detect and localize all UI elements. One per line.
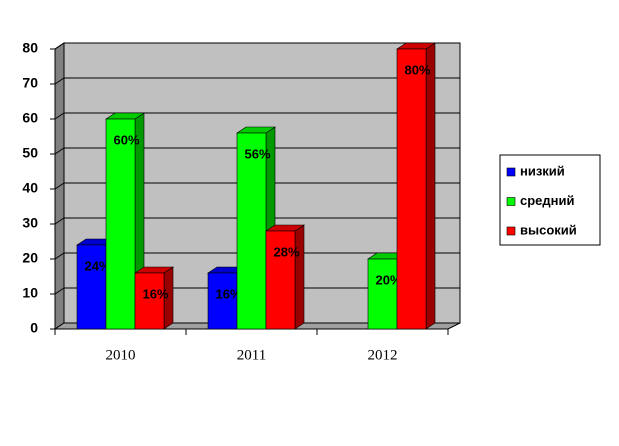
grid-line [54, 77, 65, 85]
bar [396, 48, 427, 330]
grid-line [54, 112, 65, 120]
grid-line [54, 42, 65, 50]
value-label: 28% [273, 244, 299, 259]
legend-label: средний [520, 193, 575, 208]
value-label: 24% [84, 258, 110, 273]
legend-swatch [506, 197, 516, 206]
legend-label: низкий [520, 163, 565, 178]
y-tick-label: 50 [22, 145, 38, 161]
y-tick-label: 40 [22, 180, 38, 196]
y-tick-label: 70 [22, 75, 38, 91]
value-label: 16% [142, 286, 168, 301]
bar [207, 272, 238, 330]
grid-line [54, 147, 65, 155]
x-tick-label: 2011 [237, 347, 266, 363]
legend-label: высокий [520, 222, 577, 237]
bar-side [294, 224, 305, 330]
bar [134, 272, 165, 330]
bar-side [425, 42, 436, 330]
legend-swatch [506, 226, 516, 236]
bar [76, 244, 107, 330]
legend [499, 154, 601, 246]
y-tick-label: 0 [30, 320, 38, 336]
grid-line [54, 217, 65, 225]
value-label: 80% [404, 62, 430, 77]
value-label: 56% [244, 146, 270, 161]
value-label: 60% [113, 132, 139, 147]
y-tick-label: 80 [22, 40, 38, 56]
legend-swatch [506, 167, 516, 177]
grid-line [54, 252, 65, 260]
bar [265, 230, 296, 330]
y-tick-label: 30 [22, 215, 38, 231]
x-tick-label: 2010 [106, 347, 136, 363]
value-label: 16% [215, 286, 241, 301]
grid-line [54, 182, 65, 190]
bar [367, 258, 398, 330]
bar [236, 132, 267, 330]
y-tick-label: 10 [22, 285, 38, 301]
y-tick-label: 60 [22, 110, 38, 126]
x-tick-label: 2012 [368, 347, 398, 363]
grid-line [54, 287, 65, 295]
bar [105, 118, 136, 330]
value-label: 20% [375, 272, 401, 287]
y-tick-label: 20 [22, 250, 38, 266]
